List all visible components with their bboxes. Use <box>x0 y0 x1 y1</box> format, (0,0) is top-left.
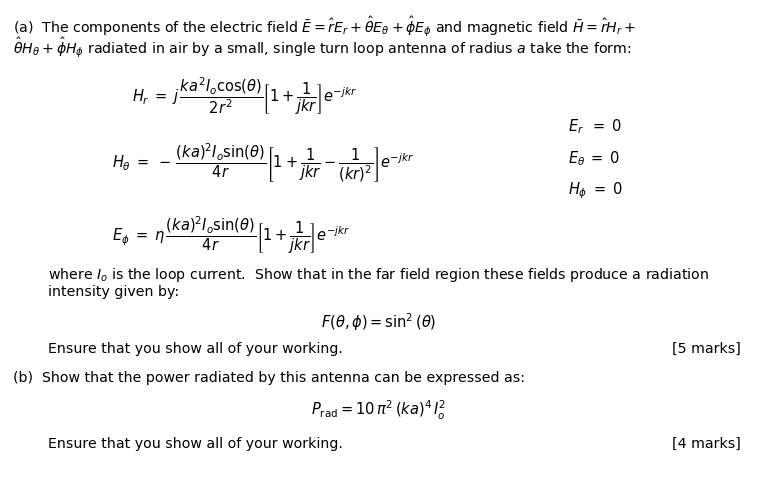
Text: $H_r \;=\; j\,\dfrac{ka^2 I_o \cos(\theta)}{2r^2}\left[1 + \dfrac{1}{jkr}\right]: $H_r \;=\; j\,\dfrac{ka^2 I_o \cos(\thet… <box>132 76 357 117</box>
Text: (a)  The components of the electric field $\bar{E} = \hat{r}E_r + \hat{\theta}E_: (a) The components of the electric field… <box>13 15 636 39</box>
Text: $E_r \;\;=\; 0$: $E_r \;\;=\; 0$ <box>568 117 621 136</box>
Text: $H_\theta \;=\; -\,\dfrac{(ka)^2 I_o \sin(\theta)}{4r}\left[1 + \dfrac{1}{jkr} -: $H_\theta \;=\; -\,\dfrac{(ka)^2 I_o \si… <box>112 142 414 185</box>
Text: [5 marks]: [5 marks] <box>671 342 740 356</box>
Text: $F(\theta,\phi) = \sin^2(\theta)$: $F(\theta,\phi) = \sin^2(\theta)$ <box>321 311 436 332</box>
Text: intensity given by:: intensity given by: <box>48 285 179 300</box>
Text: $\hat{\theta}H_\theta + \hat{\phi}H_\phi$ radiated in air by a small, single tur: $\hat{\theta}H_\theta + \hat{\phi}H_\phi… <box>13 35 631 60</box>
Text: $E_\phi \;=\; \eta\,\dfrac{(ka)^2 I_o \sin(\theta)}{4r}\left[1 + \dfrac{1}{jkr}\: $E_\phi \;=\; \eta\,\dfrac{(ka)^2 I_o \s… <box>112 215 350 256</box>
Text: [4 marks]: [4 marks] <box>671 437 740 451</box>
Text: $P_{\mathrm{rad}} = 10\,\pi^2\,(ka)^4\,I_o^2$: $P_{\mathrm{rad}} = 10\,\pi^2\,(ka)^4\,I… <box>311 399 446 422</box>
Text: $H_\phi \;=\; 0$: $H_\phi \;=\; 0$ <box>568 181 622 201</box>
Text: $E_\theta \;=\; 0$: $E_\theta \;=\; 0$ <box>568 149 620 167</box>
Text: Ensure that you show all of your working.: Ensure that you show all of your working… <box>48 342 343 356</box>
Text: where $I_o$ is the loop current.  Show that in the far field region these fields: where $I_o$ is the loop current. Show th… <box>48 266 709 284</box>
Text: (b)  Show that the power radiated by this antenna can be expressed as:: (b) Show that the power radiated by this… <box>13 371 525 385</box>
Text: Ensure that you show all of your working.: Ensure that you show all of your working… <box>48 437 343 451</box>
